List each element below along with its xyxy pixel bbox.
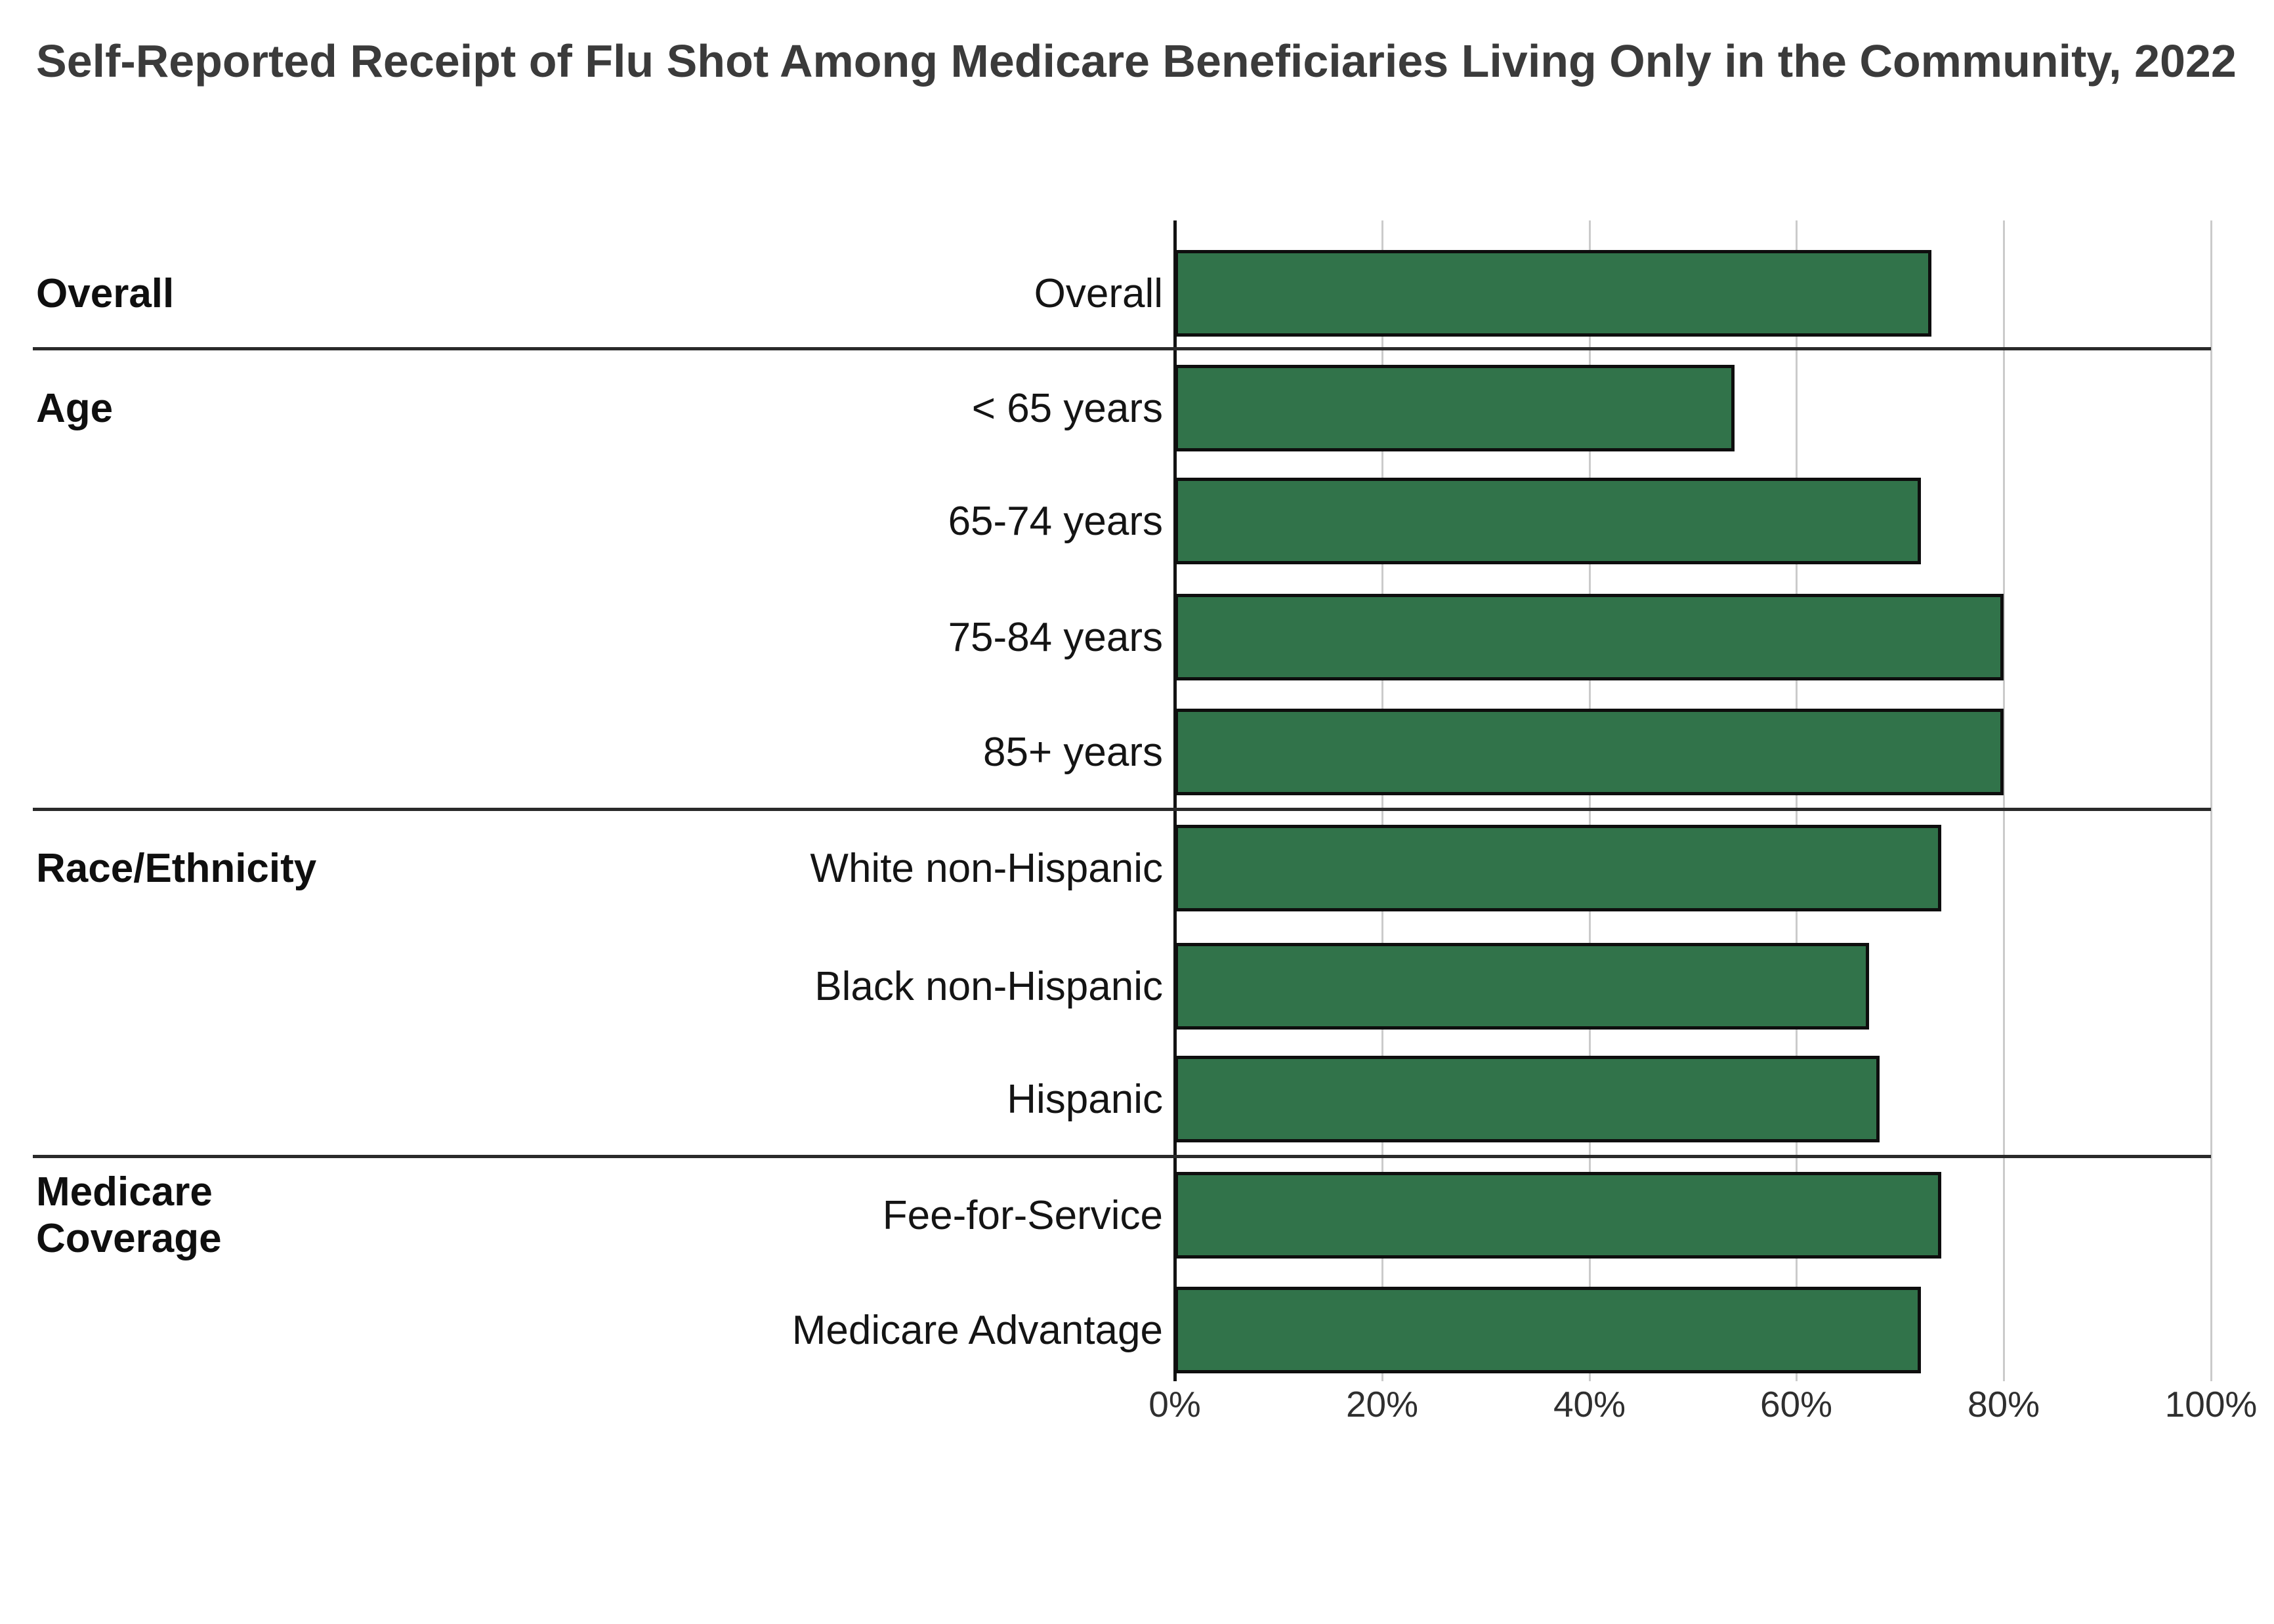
category-label: Hispanic <box>1007 1076 1163 1122</box>
section-divider-1 <box>33 808 2211 811</box>
bar-white-non-hispanic <box>1175 825 1941 911</box>
x-axis-tick-label: 20% <box>1345 1384 1419 1425</box>
bar-65-74-years <box>1175 478 1921 564</box>
category-label: 85+ years <box>982 729 1163 775</box>
bar-fee-for-service <box>1175 1172 1941 1259</box>
category-label: 65-74 years <box>948 498 1163 544</box>
category-label: Medicare Advantage <box>791 1307 1163 1353</box>
category-label: 75-84 years <box>948 614 1163 660</box>
category-label: White non-Hispanic <box>810 845 1163 891</box>
x-axis-tick-label: 80% <box>1967 1384 2040 1425</box>
category-label: Overall <box>1034 270 1163 316</box>
x-axis-tick-label: 40% <box>1553 1384 1626 1425</box>
category-label: Black non-Hispanic <box>814 963 1163 1009</box>
gridline-20 <box>1381 220 1383 1381</box>
x-axis-tick-label: 100% <box>2164 1384 2258 1425</box>
bar-85-years <box>1175 709 2004 795</box>
group-label: Age <box>36 385 114 431</box>
bar-hispanic <box>1175 1056 1880 1142</box>
bar-75-84-years <box>1175 594 2004 680</box>
group-label: Race/Ethnicity <box>36 845 317 891</box>
gridline-60 <box>1796 220 1798 1381</box>
x-axis-tick-label: 0% <box>1148 1384 1201 1425</box>
section-divider-2 <box>33 1155 2211 1158</box>
section-divider-0 <box>33 347 2211 350</box>
gridline-100 <box>2210 220 2212 1381</box>
bar--65-years <box>1175 365 1735 451</box>
gridline-80 <box>2003 220 2005 1381</box>
bar-black-non-hispanic <box>1175 943 1869 1030</box>
y-axis-line <box>1173 220 1177 1381</box>
chart-title: Self-Reported Receipt of Flu Shot Among … <box>36 35 2237 87</box>
group-label: Medicare Coverage <box>36 1169 222 1261</box>
group-label: Overall <box>36 270 175 316</box>
category-label: < 65 years <box>971 385 1163 431</box>
gridline-40 <box>1589 220 1591 1381</box>
x-axis-tick-label: 60% <box>1759 1384 1833 1425</box>
bar-overall <box>1175 250 1931 337</box>
category-label: Fee-for-Service <box>882 1192 1163 1238</box>
bar-medicare-advantage <box>1175 1287 1921 1373</box>
